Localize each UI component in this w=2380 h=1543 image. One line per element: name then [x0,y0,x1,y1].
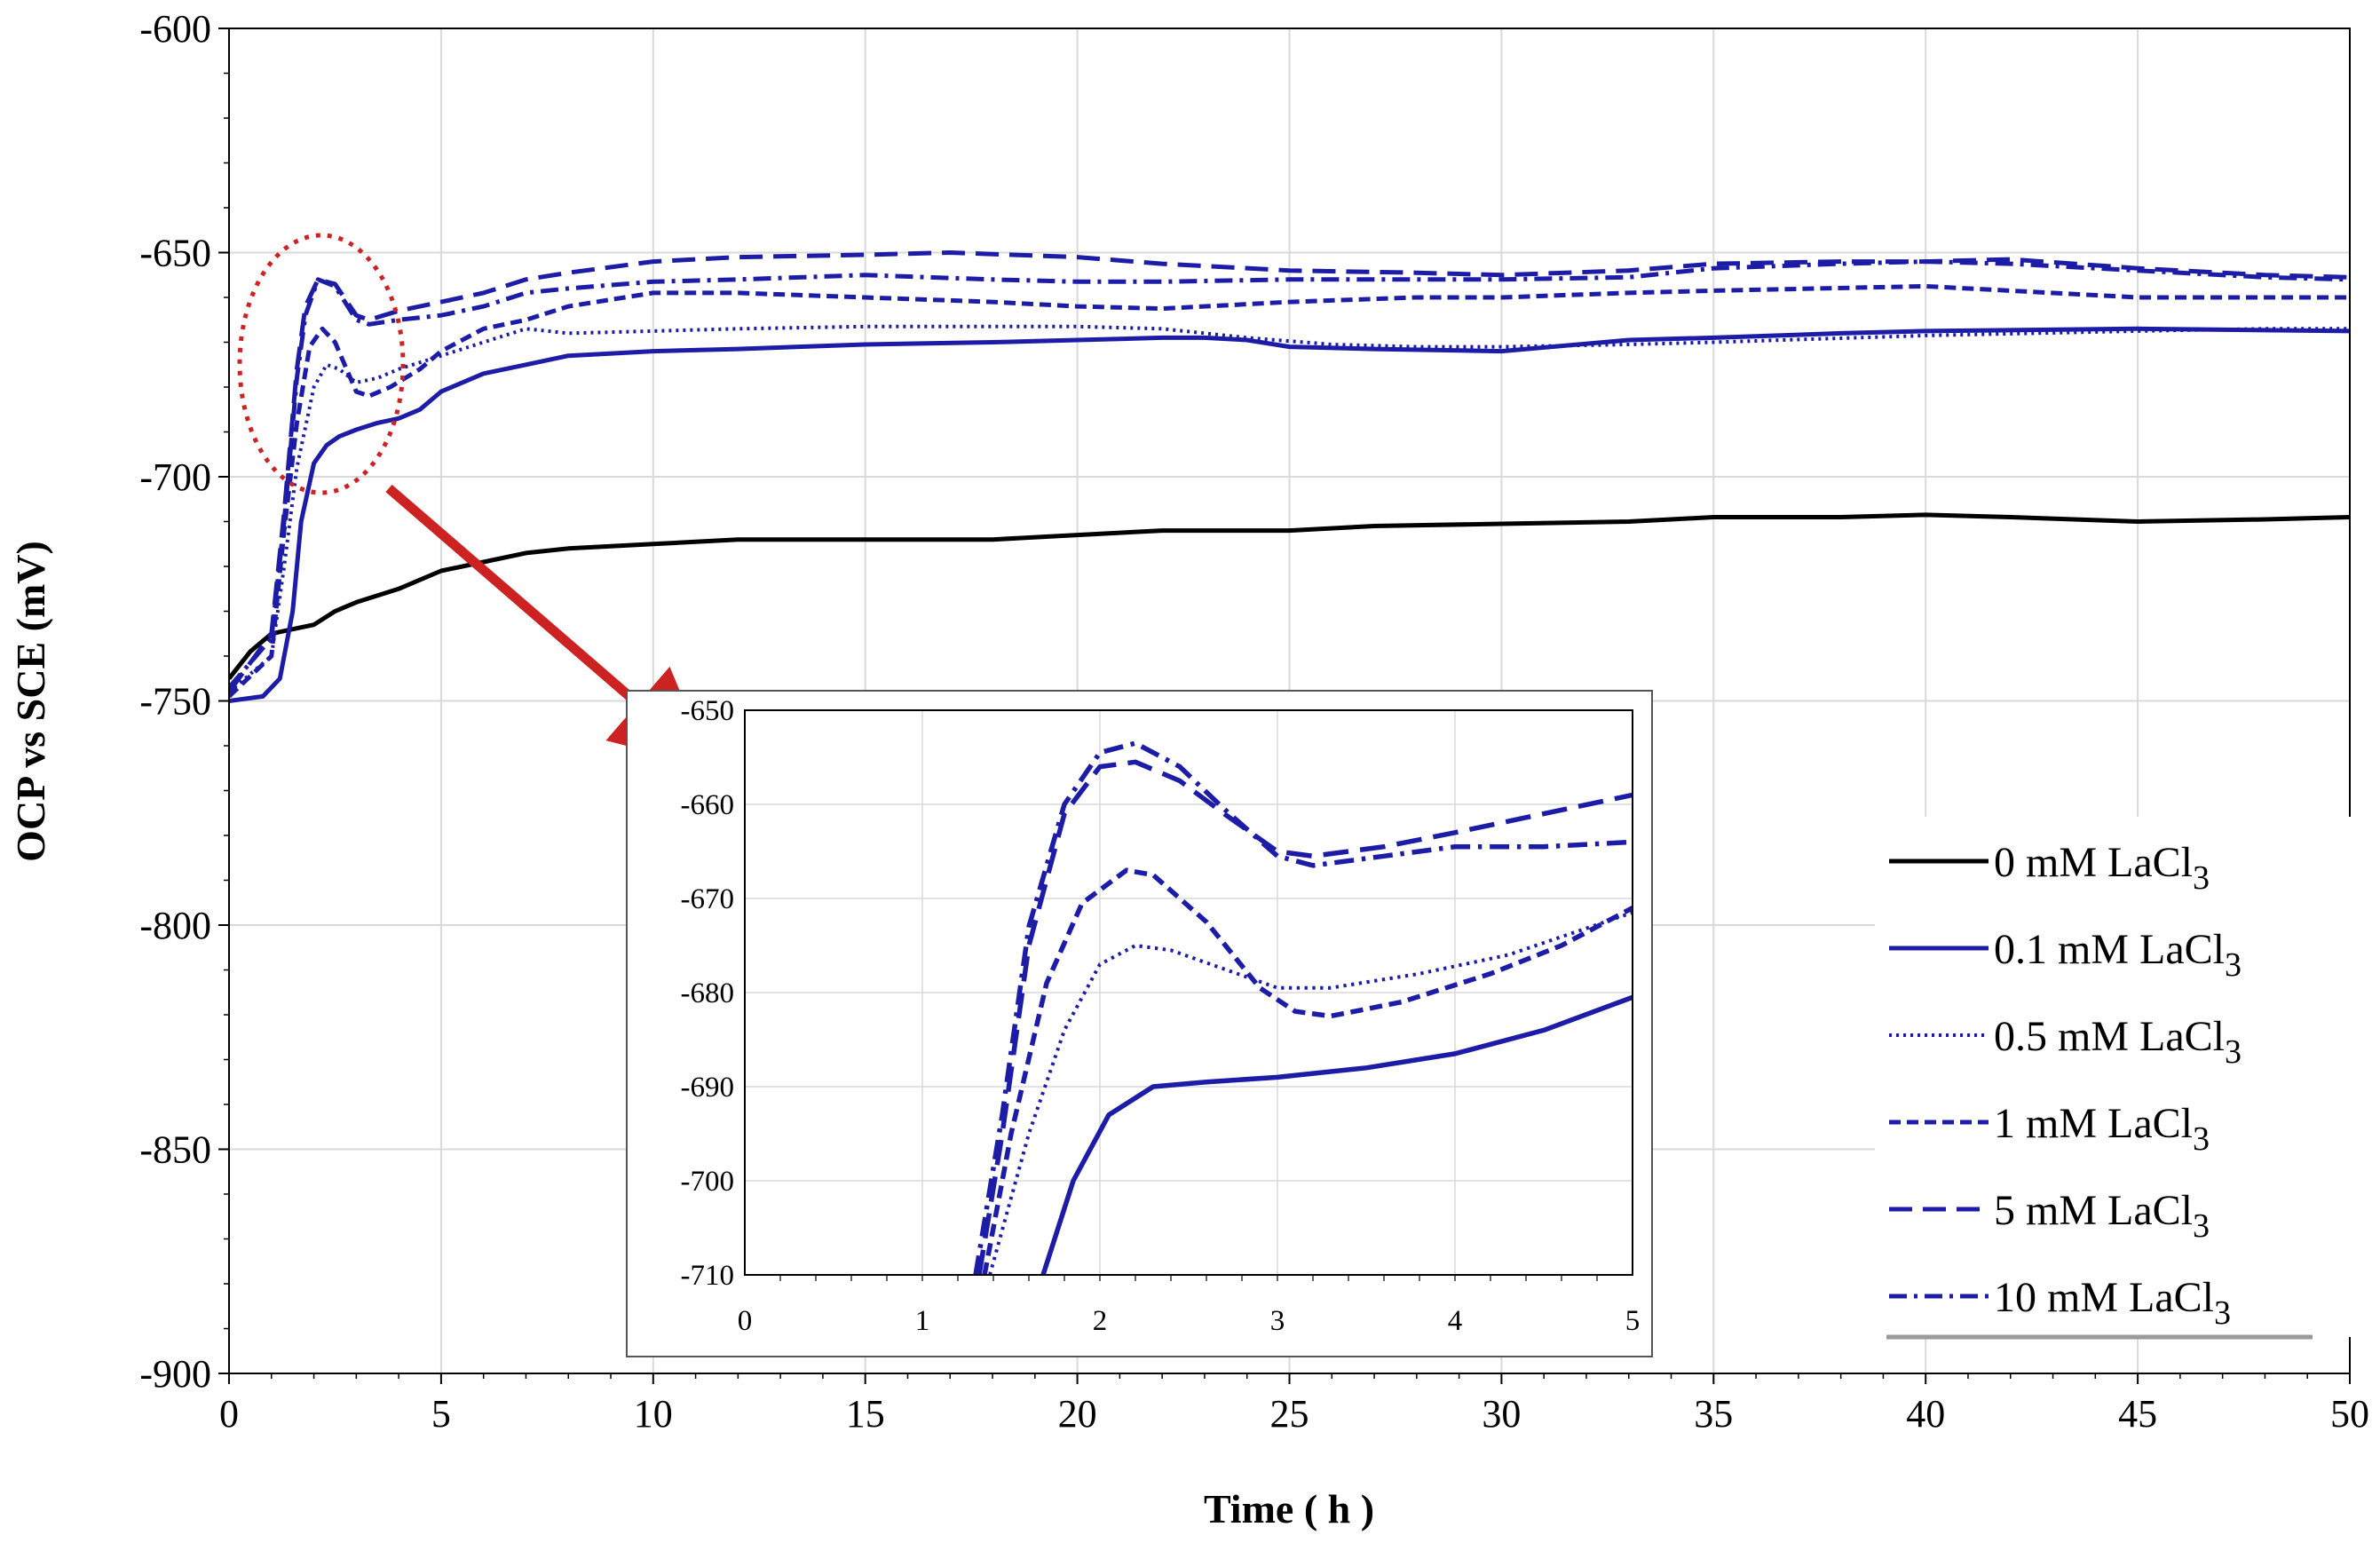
x-tick-label: 0 [219,1392,239,1436]
inset-series-group [973,740,1633,1275]
legend-label-s0: 0 mM LaCl3 [1994,839,2210,897]
inset-x-tick-label: 0 [738,1305,753,1337]
inset-series-line-i01 [1040,994,1633,1275]
inset-series-line-i5 [977,759,1633,1275]
legend-label-s5: 5 mM LaCl3 [1994,1187,2210,1245]
series-line-s10 [229,259,2350,690]
x-tick-label: 10 [634,1392,673,1436]
y-tick-label: -650 [139,232,211,275]
inset-x-tick-label: 2 [1093,1305,1108,1337]
series-line-s5 [229,250,2350,693]
series-line-s05 [229,324,2350,693]
y-tick-label: -800 [139,904,211,947]
x-tick-label: 25 [1270,1392,1309,1436]
inset-y-tick-label: -710 [681,1260,735,1292]
x-tick-label: 20 [1058,1392,1097,1436]
legend-label-s1: 1 mM LaCl3 [1994,1100,2210,1158]
series-line-s1 [229,283,2350,699]
legend: 0 mM LaCl3 0.1 mM LaCl3 0.5 mM LaCl3 1 mM L… [1889,839,2242,1332]
inset-x-tick-label: 5 [1625,1305,1641,1337]
inset-y-tick-label: -700 [681,1166,735,1198]
series-line-s0 [229,512,2350,680]
y-tick-label: -750 [139,680,211,724]
inset-x-tick-label: 3 [1270,1305,1285,1337]
y-tick-label: -700 [139,455,211,499]
inset-series-line-i1 [982,867,1633,1275]
legend-label-s10: 10 mM LaCl3 [1994,1274,2231,1332]
y-tick-label: -600 [139,7,211,51]
legend-label-s01: 0.1 mM LaCl3 [1994,926,2242,984]
x-tick-label: 15 [846,1392,885,1436]
x-tick-label: 30 [1482,1392,1521,1436]
y-tick-label: -850 [139,1128,211,1172]
inset-x-tick-label: 1 [915,1305,930,1337]
inset-y-tick-label: -670 [681,883,735,915]
x-axis-title: Time ( h ) [1204,1486,1374,1531]
x-tick-label: 5 [431,1392,451,1436]
inset-x-tick-label: 4 [1448,1305,1463,1337]
inset-panel [626,690,1653,1357]
y-axis-title: OCP vs SCE (mV) [8,541,53,862]
x-tick-label: 45 [2118,1392,2157,1436]
inset-y-tick-label: -690 [681,1072,735,1104]
y-tick-label: -900 [139,1352,211,1396]
inset-plot-frame [744,709,1633,1276]
zoom-highlight-ellipse [237,233,406,495]
legend-box [1875,817,2359,1337]
legend-label-s05: 0.5 mM LaCl3 [1994,1013,2242,1071]
x-tick-label: 35 [1694,1392,1733,1436]
x-tick-label: 50 [2330,1392,2369,1436]
inset-y-tick-label: -660 [681,789,735,821]
inset-y-tick-label: -650 [681,695,735,727]
inset-y-tick-label: -680 [681,977,735,1009]
main-series-group [229,250,2350,703]
x-tick-label: 40 [1906,1392,1945,1436]
main-tick-labels: 0 5 10 15 20 25 30 35 40 45 50-600-650-700-750-800… [139,7,2369,1436]
inset-tick-labels: 0 1 2 3 4 5 -650 -660 -670 -680 -690 -700 -710 [681,695,1641,1337]
